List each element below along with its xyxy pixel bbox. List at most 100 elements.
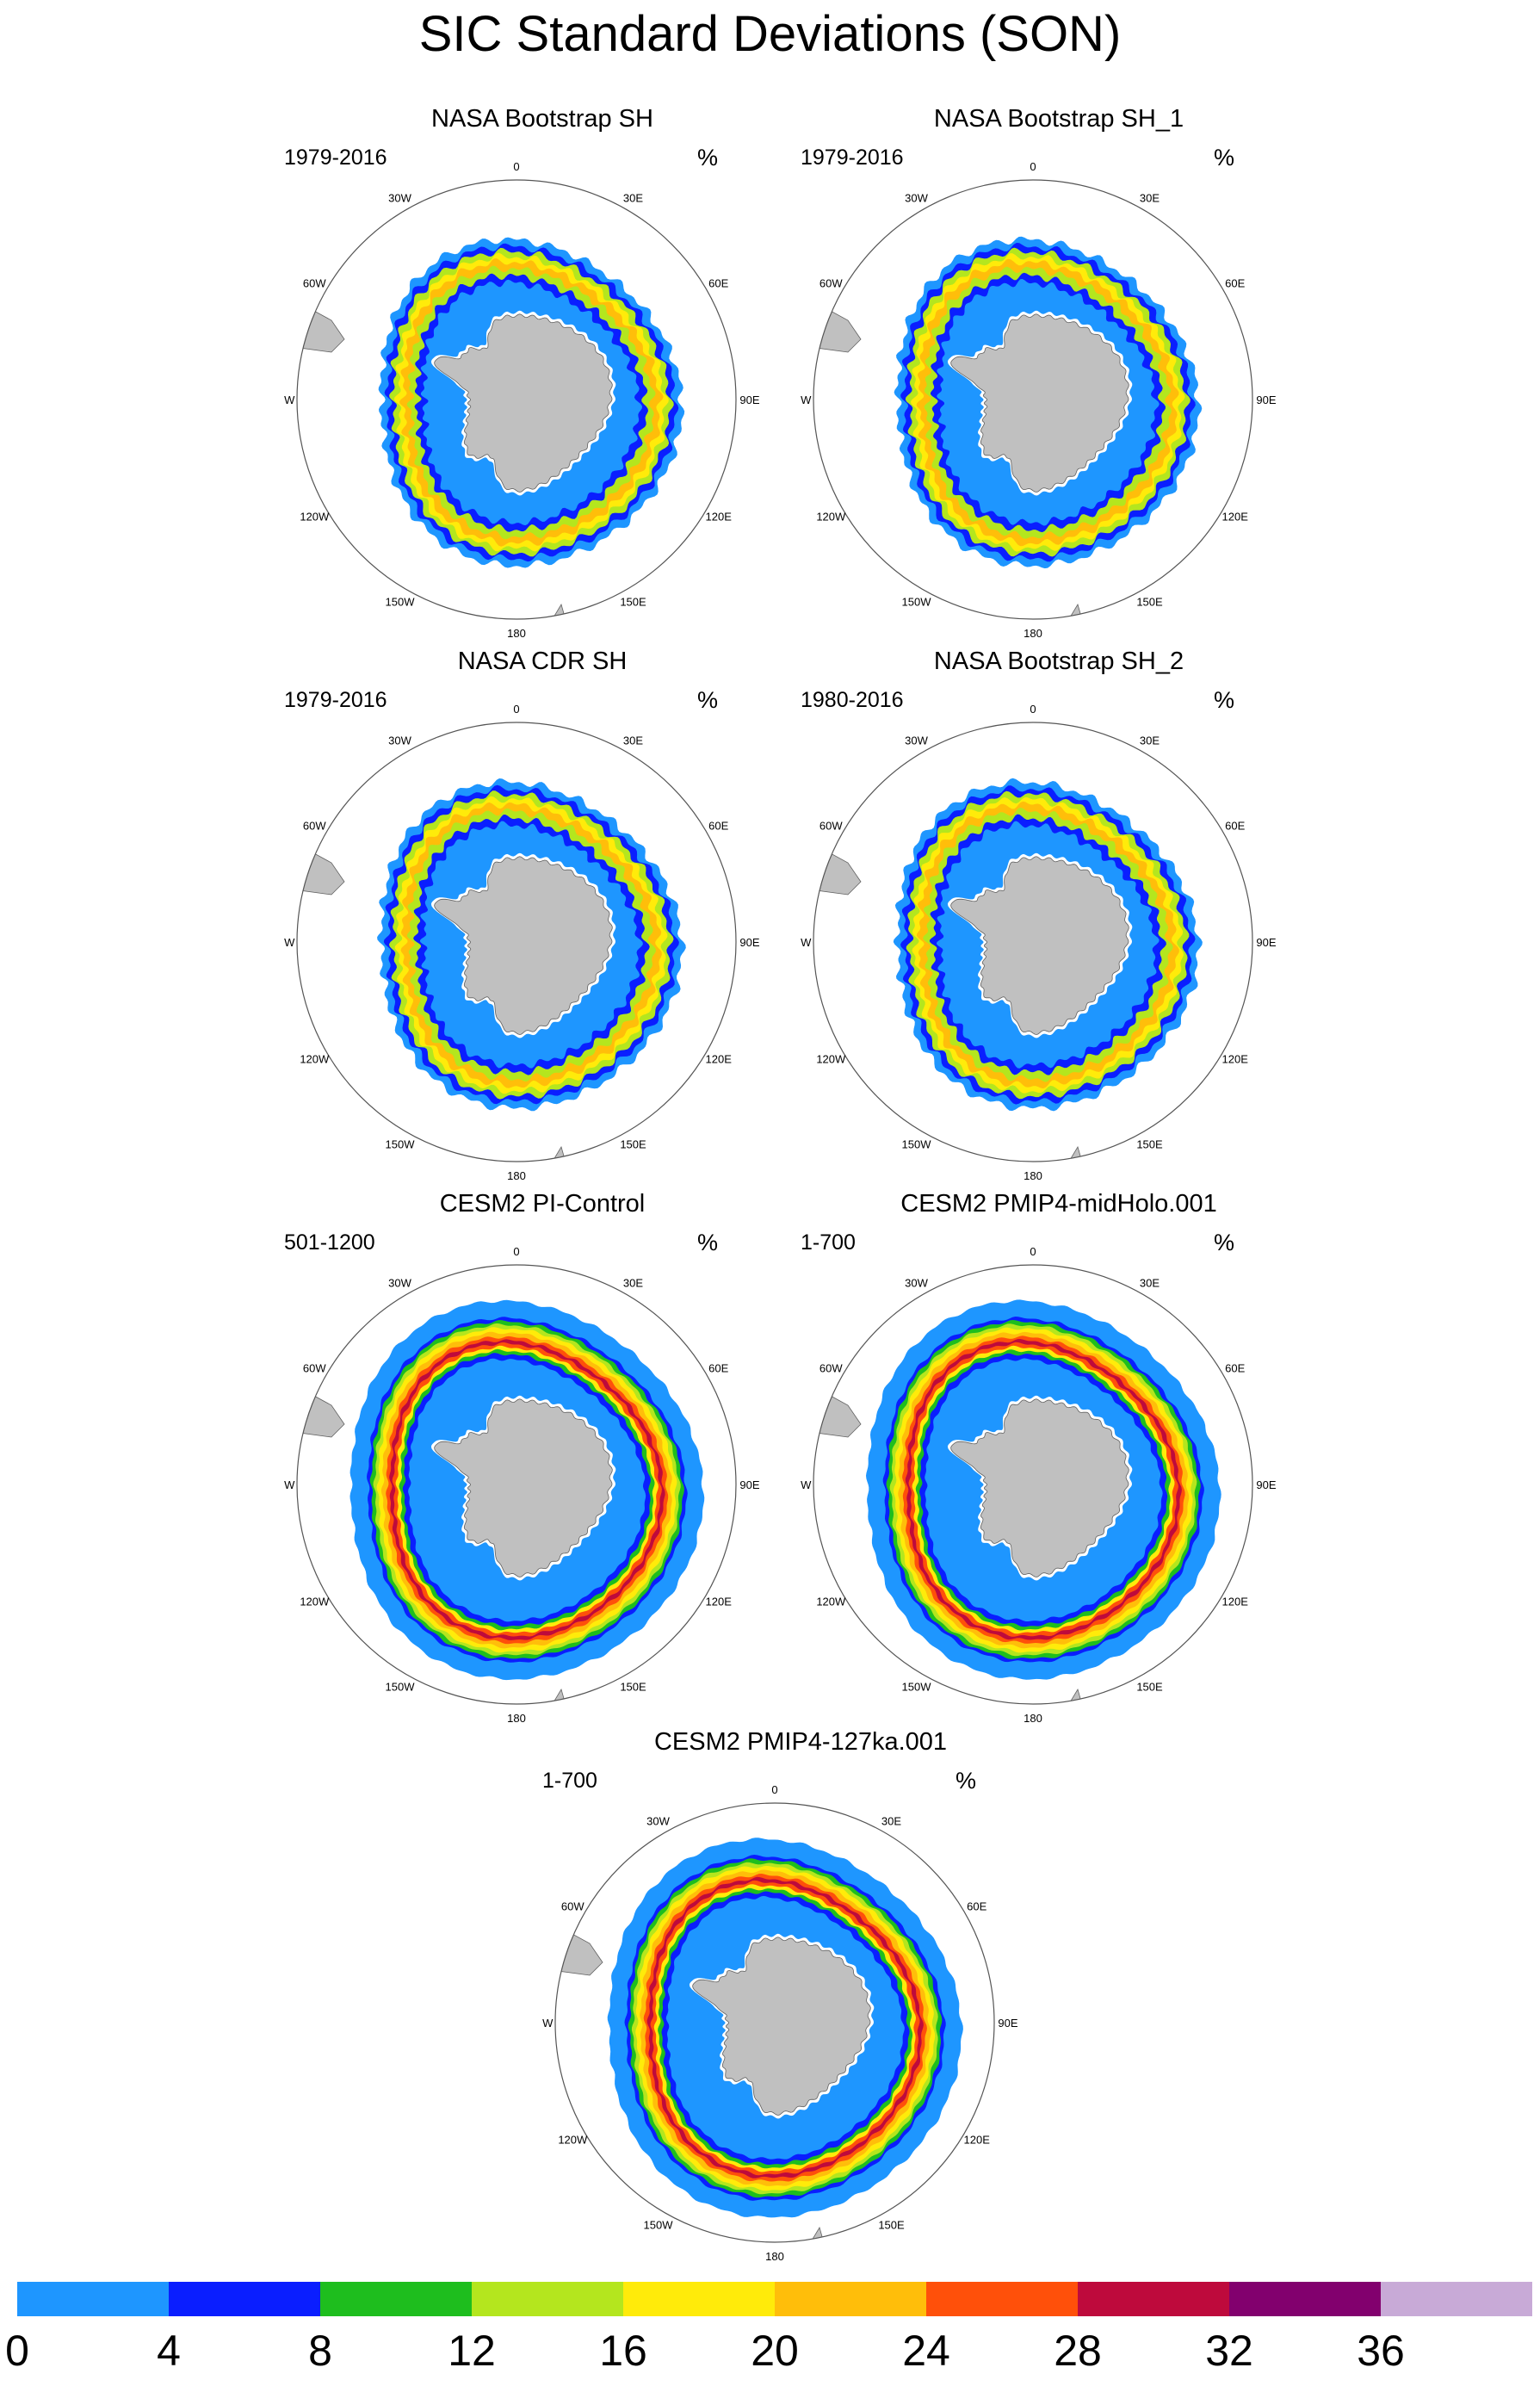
longitude-label: 180: [765, 2250, 784, 2263]
colorbar-tick-label: 20: [751, 2327, 799, 2375]
longitude-label: 180: [507, 627, 526, 640]
map-panel: CESM2 PI-Control 501-1200% 0 30E 60E 90E 120E 1…: [284, 1188, 801, 1725]
longitude-label: 120W: [816, 511, 846, 524]
longitude-label: 120W: [558, 2134, 588, 2147]
longitude-label: 150W: [386, 1681, 416, 1694]
longitude-label: 120W: [300, 1053, 330, 1066]
panel-unit: %: [697, 1230, 719, 1255]
longitude-label: 90W: [801, 1478, 812, 1491]
longitude-label: 150W: [902, 1681, 932, 1694]
longitude-label: 150E: [878, 2219, 905, 2232]
longitude-label: 150E: [620, 1681, 646, 1694]
longitude-label: 60E: [1225, 820, 1245, 833]
longitude-label: 90W: [284, 1478, 295, 1491]
colorbar: [17, 2282, 1532, 2316]
longitude-label: 30W: [905, 191, 928, 204]
panel-unit: %: [697, 687, 719, 713]
map-panel: NASA Bootstrap SH_2 1980-2016% 0 30E 60E 90E 1…: [801, 646, 1317, 1182]
colorbar-tick-label: 4: [157, 2327, 181, 2375]
colorbar-segment: [17, 2282, 169, 2316]
panel-period: 1-700: [801, 1230, 856, 1255]
panel-unit: %: [1214, 1230, 1235, 1255]
colorbar-tick-label: 12: [448, 2327, 496, 2375]
longitude-label: 60E: [1225, 1362, 1245, 1375]
colorbar-tick-label: 8: [308, 2327, 332, 2375]
colorbar-segment: [1229, 2282, 1381, 2316]
colorbar-segment: [169, 2282, 320, 2316]
map-panel: NASA Bootstrap SH_1 1979-2016% 0 30E 60E 90E 1…: [801, 103, 1317, 640]
longitude-label: 150E: [620, 596, 646, 609]
map-boundary: [296, 722, 737, 1162]
longitude-label: 120W: [300, 511, 330, 524]
longitude-label: 60W: [303, 1362, 326, 1375]
longitude-label: 0: [1030, 160, 1036, 173]
longitude-label: 90E: [1256, 1478, 1276, 1491]
longitude-label: 90W: [542, 2017, 554, 2030]
map-boundary: [296, 1264, 737, 1705]
longitude-label: 30W: [388, 734, 411, 747]
longitude-label: 90W: [284, 936, 295, 949]
panel-unit: %: [1214, 687, 1235, 713]
longitude-label: 90E: [1256, 394, 1276, 406]
polar-map: 0 30E 60E 90E 120E 150E 180 150W 120W 90W 60W 30W: [284, 1245, 760, 1725]
longitude-label: 60E: [708, 1362, 728, 1375]
panel-period: 1979-2016: [284, 146, 387, 170]
colorbar-tick-label: 32: [1205, 2327, 1253, 2375]
polar-map: 0 30E 60E 90E 120E 150E 180 150W 120W 90W 60W 30W: [542, 1783, 1018, 2263]
panel-title: NASA CDR SH: [457, 648, 628, 675]
longitude-label: 30E: [623, 734, 643, 747]
longitude-label: 120E: [1222, 1596, 1249, 1608]
longitude-label: 90W: [801, 936, 812, 949]
longitude-label: 120E: [706, 1596, 733, 1608]
map-boundary: [554, 1802, 995, 2243]
longitude-label: 60W: [819, 1362, 843, 1375]
longitude-label: 90E: [739, 936, 759, 949]
longitude-label: 150E: [1136, 1138, 1163, 1151]
colorbar-segment: [1078, 2282, 1229, 2316]
longitude-label: 60W: [819, 277, 843, 290]
antarctica-landmass: [950, 1398, 1129, 1577]
longitude-label: 30W: [388, 1276, 411, 1289]
polar-map: 0 30E 60E 90E 120E 150E 180 150W 120W 90W 60W 30W: [284, 160, 760, 640]
panel-title: NASA Bootstrap SH: [431, 105, 653, 133]
longitude-label: 0: [513, 703, 519, 716]
longitude-label: 30E: [881, 1814, 901, 1827]
longitude-label: 30W: [905, 734, 928, 747]
map-boundary: [296, 179, 737, 620]
polar-map: 0 30E 60E 90E 120E 150E 180 150W 120W 90W 60W 30W: [284, 703, 760, 1182]
map-panel: NASA CDR SH 1979-2016% 0 30E 60E 90E 120E 150E 1…: [284, 646, 801, 1182]
longitude-label: 60W: [819, 820, 843, 833]
longitude-label: 120W: [816, 1596, 846, 1608]
antarctica-landmass: [692, 1937, 871, 2116]
panel-period: 1979-2016: [801, 146, 904, 170]
map-panel: CESM2 PMIP4-127ka.001 1-700% 0 30E 60E 90E 120…: [542, 1726, 1059, 2263]
panel-unit: %: [956, 1768, 977, 1794]
longitude-label: 0: [1030, 1245, 1036, 1258]
colorbar-segment: [472, 2282, 623, 2316]
longitude-label: 30W: [646, 1814, 670, 1827]
figure-title: SIC Standard Deviations (SON): [418, 6, 1122, 62]
polar-map: 0 30E 60E 90E 120E 150E 180 150W 120W 90W 60W 30W: [801, 160, 1277, 640]
longitude-label: 90E: [998, 2017, 1017, 2030]
longitude-label: 60W: [561, 1900, 584, 1913]
longitude-label: 120E: [1222, 1053, 1249, 1066]
colorbar-segment: [775, 2282, 926, 2316]
colorbar-tick-label: 24: [902, 2327, 950, 2375]
longitude-label: 30W: [388, 191, 411, 204]
longitude-label: 30E: [1140, 191, 1160, 204]
longitude-label: 0: [513, 160, 519, 173]
longitude-label: 150W: [386, 1138, 416, 1151]
longitude-label: 120E: [706, 511, 733, 524]
antarctica-landmass: [950, 856, 1129, 1035]
colorbar-segment: [926, 2282, 1078, 2316]
longitude-label: 30E: [623, 191, 643, 204]
map-boundary: [813, 1264, 1253, 1705]
panel-unit: %: [697, 145, 719, 170]
longitude-label: 30E: [1140, 734, 1160, 747]
longitude-label: 150E: [620, 1138, 646, 1151]
longitude-label: 180: [1024, 627, 1042, 640]
longitude-label: 90E: [739, 1478, 759, 1491]
colorbar-segment: [320, 2282, 472, 2316]
longitude-label: 180: [1024, 1712, 1042, 1725]
polar-map: 0 30E 60E 90E 120E 150E 180 150W 120W 90W 60W 30W: [801, 703, 1277, 1182]
